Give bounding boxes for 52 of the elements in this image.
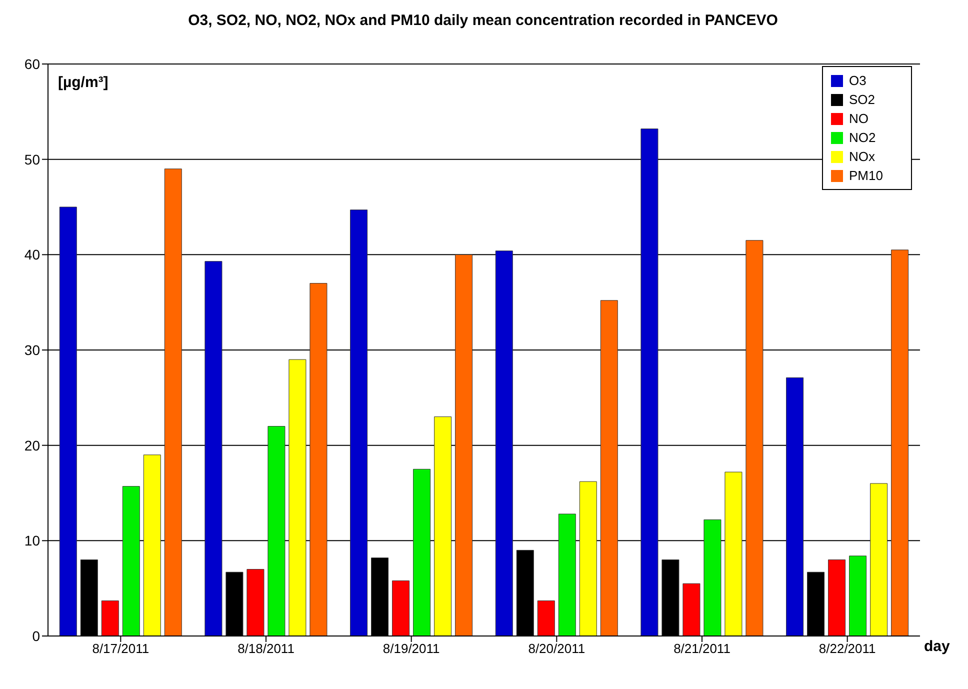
y-tick-label: 0 bbox=[32, 628, 40, 644]
bar bbox=[558, 514, 576, 636]
bar bbox=[350, 210, 368, 636]
bar bbox=[537, 600, 555, 636]
bar bbox=[288, 359, 306, 636]
y-axis-title: [µg/m³] bbox=[58, 74, 108, 91]
bar bbox=[204, 261, 222, 636]
bar bbox=[870, 483, 888, 636]
bar bbox=[434, 416, 452, 636]
bar bbox=[392, 580, 410, 636]
bar bbox=[891, 250, 909, 636]
y-tick-label: 10 bbox=[24, 532, 40, 549]
bar bbox=[579, 481, 597, 636]
bar bbox=[413, 468, 431, 636]
bar bbox=[164, 168, 182, 636]
x-tick-label: 8/19/2011 bbox=[382, 641, 440, 656]
bar bbox=[101, 600, 119, 636]
y-tick-label: 50 bbox=[24, 151, 40, 168]
x-tick-label: 8/17/2011 bbox=[92, 641, 150, 656]
bar bbox=[746, 240, 764, 636]
legend-label: NO2 bbox=[849, 129, 876, 147]
x-axis-title: day bbox=[924, 638, 950, 655]
bar bbox=[828, 559, 846, 636]
bar bbox=[495, 250, 513, 636]
y-tick-label: 40 bbox=[24, 246, 40, 263]
x-tick-label: 8/20/2011 bbox=[528, 641, 586, 656]
bar bbox=[59, 206, 77, 636]
bar bbox=[849, 556, 867, 636]
y-tick-label: 30 bbox=[24, 342, 40, 358]
y-tick-label: 20 bbox=[24, 437, 40, 454]
bar bbox=[724, 472, 742, 636]
bar bbox=[682, 583, 700, 636]
legend-label: PM10 bbox=[849, 167, 883, 185]
legend-label: SO2 bbox=[849, 91, 876, 109]
legend-label: NOx bbox=[849, 148, 875, 166]
x-tick-label: 8/18/2011 bbox=[238, 641, 294, 656]
bar bbox=[640, 128, 658, 636]
bar bbox=[143, 454, 161, 636]
bar bbox=[246, 569, 264, 636]
bar bbox=[600, 300, 618, 636]
legend-label: O3 bbox=[849, 72, 866, 90]
x-tick-label: 8/21/2011 bbox=[674, 641, 730, 656]
x-tick-label: 8/22/2011 bbox=[818, 641, 876, 656]
bar bbox=[268, 426, 286, 636]
bar bbox=[310, 283, 328, 636]
legend-label: NO bbox=[849, 110, 868, 128]
bar bbox=[122, 486, 140, 636]
y-tick-label: 60 bbox=[24, 56, 40, 72]
bar bbox=[455, 254, 473, 636]
bar bbox=[704, 519, 722, 636]
chart-title: O3, SO2, NO, NO2, NOx and PM10 daily mean concentration recorded in PANCEVO bbox=[187, 11, 779, 31]
bar bbox=[786, 377, 804, 636]
